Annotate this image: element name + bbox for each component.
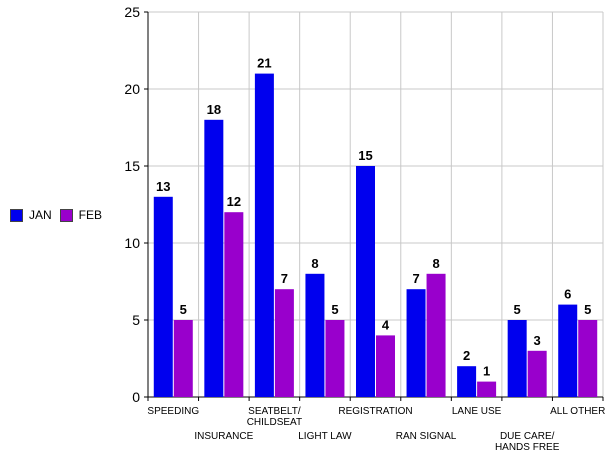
- data-label-jan: 6: [564, 287, 571, 302]
- data-label-jan: 15: [358, 148, 372, 163]
- bar-feb: [426, 273, 446, 397]
- bar-feb: [578, 320, 598, 397]
- legend-label-feb: FEB: [78, 208, 103, 222]
- data-label-feb: 3: [534, 333, 541, 348]
- x-tick-label: SPEEDING: [147, 406, 199, 417]
- bar-feb: [376, 335, 395, 397]
- data-label-feb: 8: [432, 256, 439, 271]
- bar-feb: [527, 350, 547, 397]
- legend-label-jan: JAN: [29, 208, 52, 222]
- y-tick-label: 10: [124, 235, 140, 251]
- data-label-feb: 1: [483, 364, 490, 379]
- x-tick-label: RAN SIGNAL: [396, 431, 457, 442]
- bar-jan: [406, 289, 426, 397]
- bar-feb: [173, 320, 193, 397]
- x-tick-label: ALL OTHER: [550, 406, 605, 417]
- x-tick-label: LANE USE: [452, 406, 502, 417]
- data-label-jan: 18: [207, 102, 221, 117]
- y-tick-label: 5: [132, 312, 140, 328]
- bar-feb: [477, 381, 497, 397]
- legend-swatch-jan: [10, 208, 23, 222]
- data-label-jan: 5: [514, 302, 521, 317]
- bar-feb: [274, 289, 294, 397]
- data-label-feb: 7: [281, 271, 288, 286]
- data-label-jan: 7: [412, 271, 419, 286]
- data-label-feb: 5: [584, 302, 591, 317]
- x-tick-label: DUE CARE/HANDS FREE: [495, 431, 560, 453]
- bar-jan: [254, 73, 274, 397]
- bar-jan: [558, 304, 578, 397]
- bar-jan: [204, 119, 224, 398]
- y-tick-label: 25: [124, 4, 140, 20]
- y-tick-label: 20: [124, 81, 140, 97]
- legend-item-jan: JAN: [10, 208, 52, 222]
- bar-jan: [153, 196, 173, 397]
- data-label-jan: 8: [311, 256, 318, 271]
- data-label-jan: 21: [257, 56, 271, 71]
- bar-feb: [325, 320, 345, 397]
- x-tick-label: SEATBELT/CHILDSEAT: [247, 406, 302, 428]
- data-label-feb: 12: [227, 194, 241, 209]
- x-tick-label: REGISTRATION: [338, 406, 412, 417]
- bar-jan: [305, 273, 325, 397]
- bar-jan: [356, 166, 375, 397]
- bar-jan: [507, 320, 527, 397]
- legend-item-feb: FEB: [59, 208, 103, 222]
- x-tick-label: LIGHT LAW: [298, 431, 352, 442]
- legend-swatch-feb: [59, 208, 73, 222]
- y-tick-label: 0: [132, 389, 140, 405]
- bar-jan: [457, 366, 477, 397]
- data-label-feb: 5: [180, 302, 187, 317]
- data-label-feb: 4: [382, 317, 390, 332]
- chart-legend: JAN FEB: [10, 208, 110, 222]
- data-label-jan: 13: [156, 179, 170, 194]
- data-label-jan: 2: [463, 348, 470, 363]
- y-tick-label: 15: [124, 158, 140, 174]
- data-label-feb: 5: [331, 302, 338, 317]
- bar-feb: [224, 212, 244, 397]
- x-tick-label: INSURANCE: [194, 431, 253, 442]
